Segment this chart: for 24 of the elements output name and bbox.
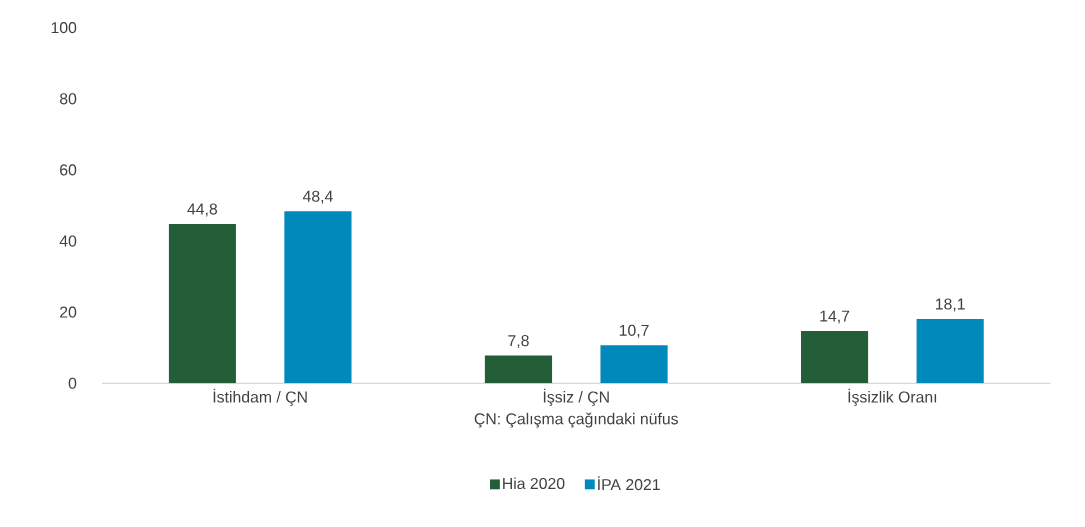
x-axis-title: ÇN: Çalışma çağındaki nüfus [474,412,678,428]
bar [600,345,668,384]
data-label: 10,7 [619,324,649,339]
y-tick-label: 80 [59,93,77,105]
data-label: 14,7 [820,310,850,324]
bar [484,355,553,384]
y-tick-label: 60 [60,164,77,176]
y-tick-label: 40 [59,235,77,247]
bar [800,331,869,384]
data-label: 18,1 [935,298,965,312]
x-tick-label: İşsizlik Oranı [848,388,937,407]
bar [284,211,352,384]
data-label: 44,8 [187,203,218,217]
y-tick-label: 0 [68,377,77,390]
x-tick-label: İstihdam / ÇN [213,388,307,407]
legend-label: İPA 2021 [598,476,660,491]
y-tick-label: 20 [60,306,77,318]
bar [916,319,984,384]
x-tick-label: İşsiz / ÇN [543,388,609,407]
y-tick-label: 100 [51,22,77,34]
bar [168,224,236,384]
data-label: 7,8 [508,335,529,349]
data-label: 48,4 [302,190,333,204]
legend-label: Hia 2020 [503,477,565,490]
